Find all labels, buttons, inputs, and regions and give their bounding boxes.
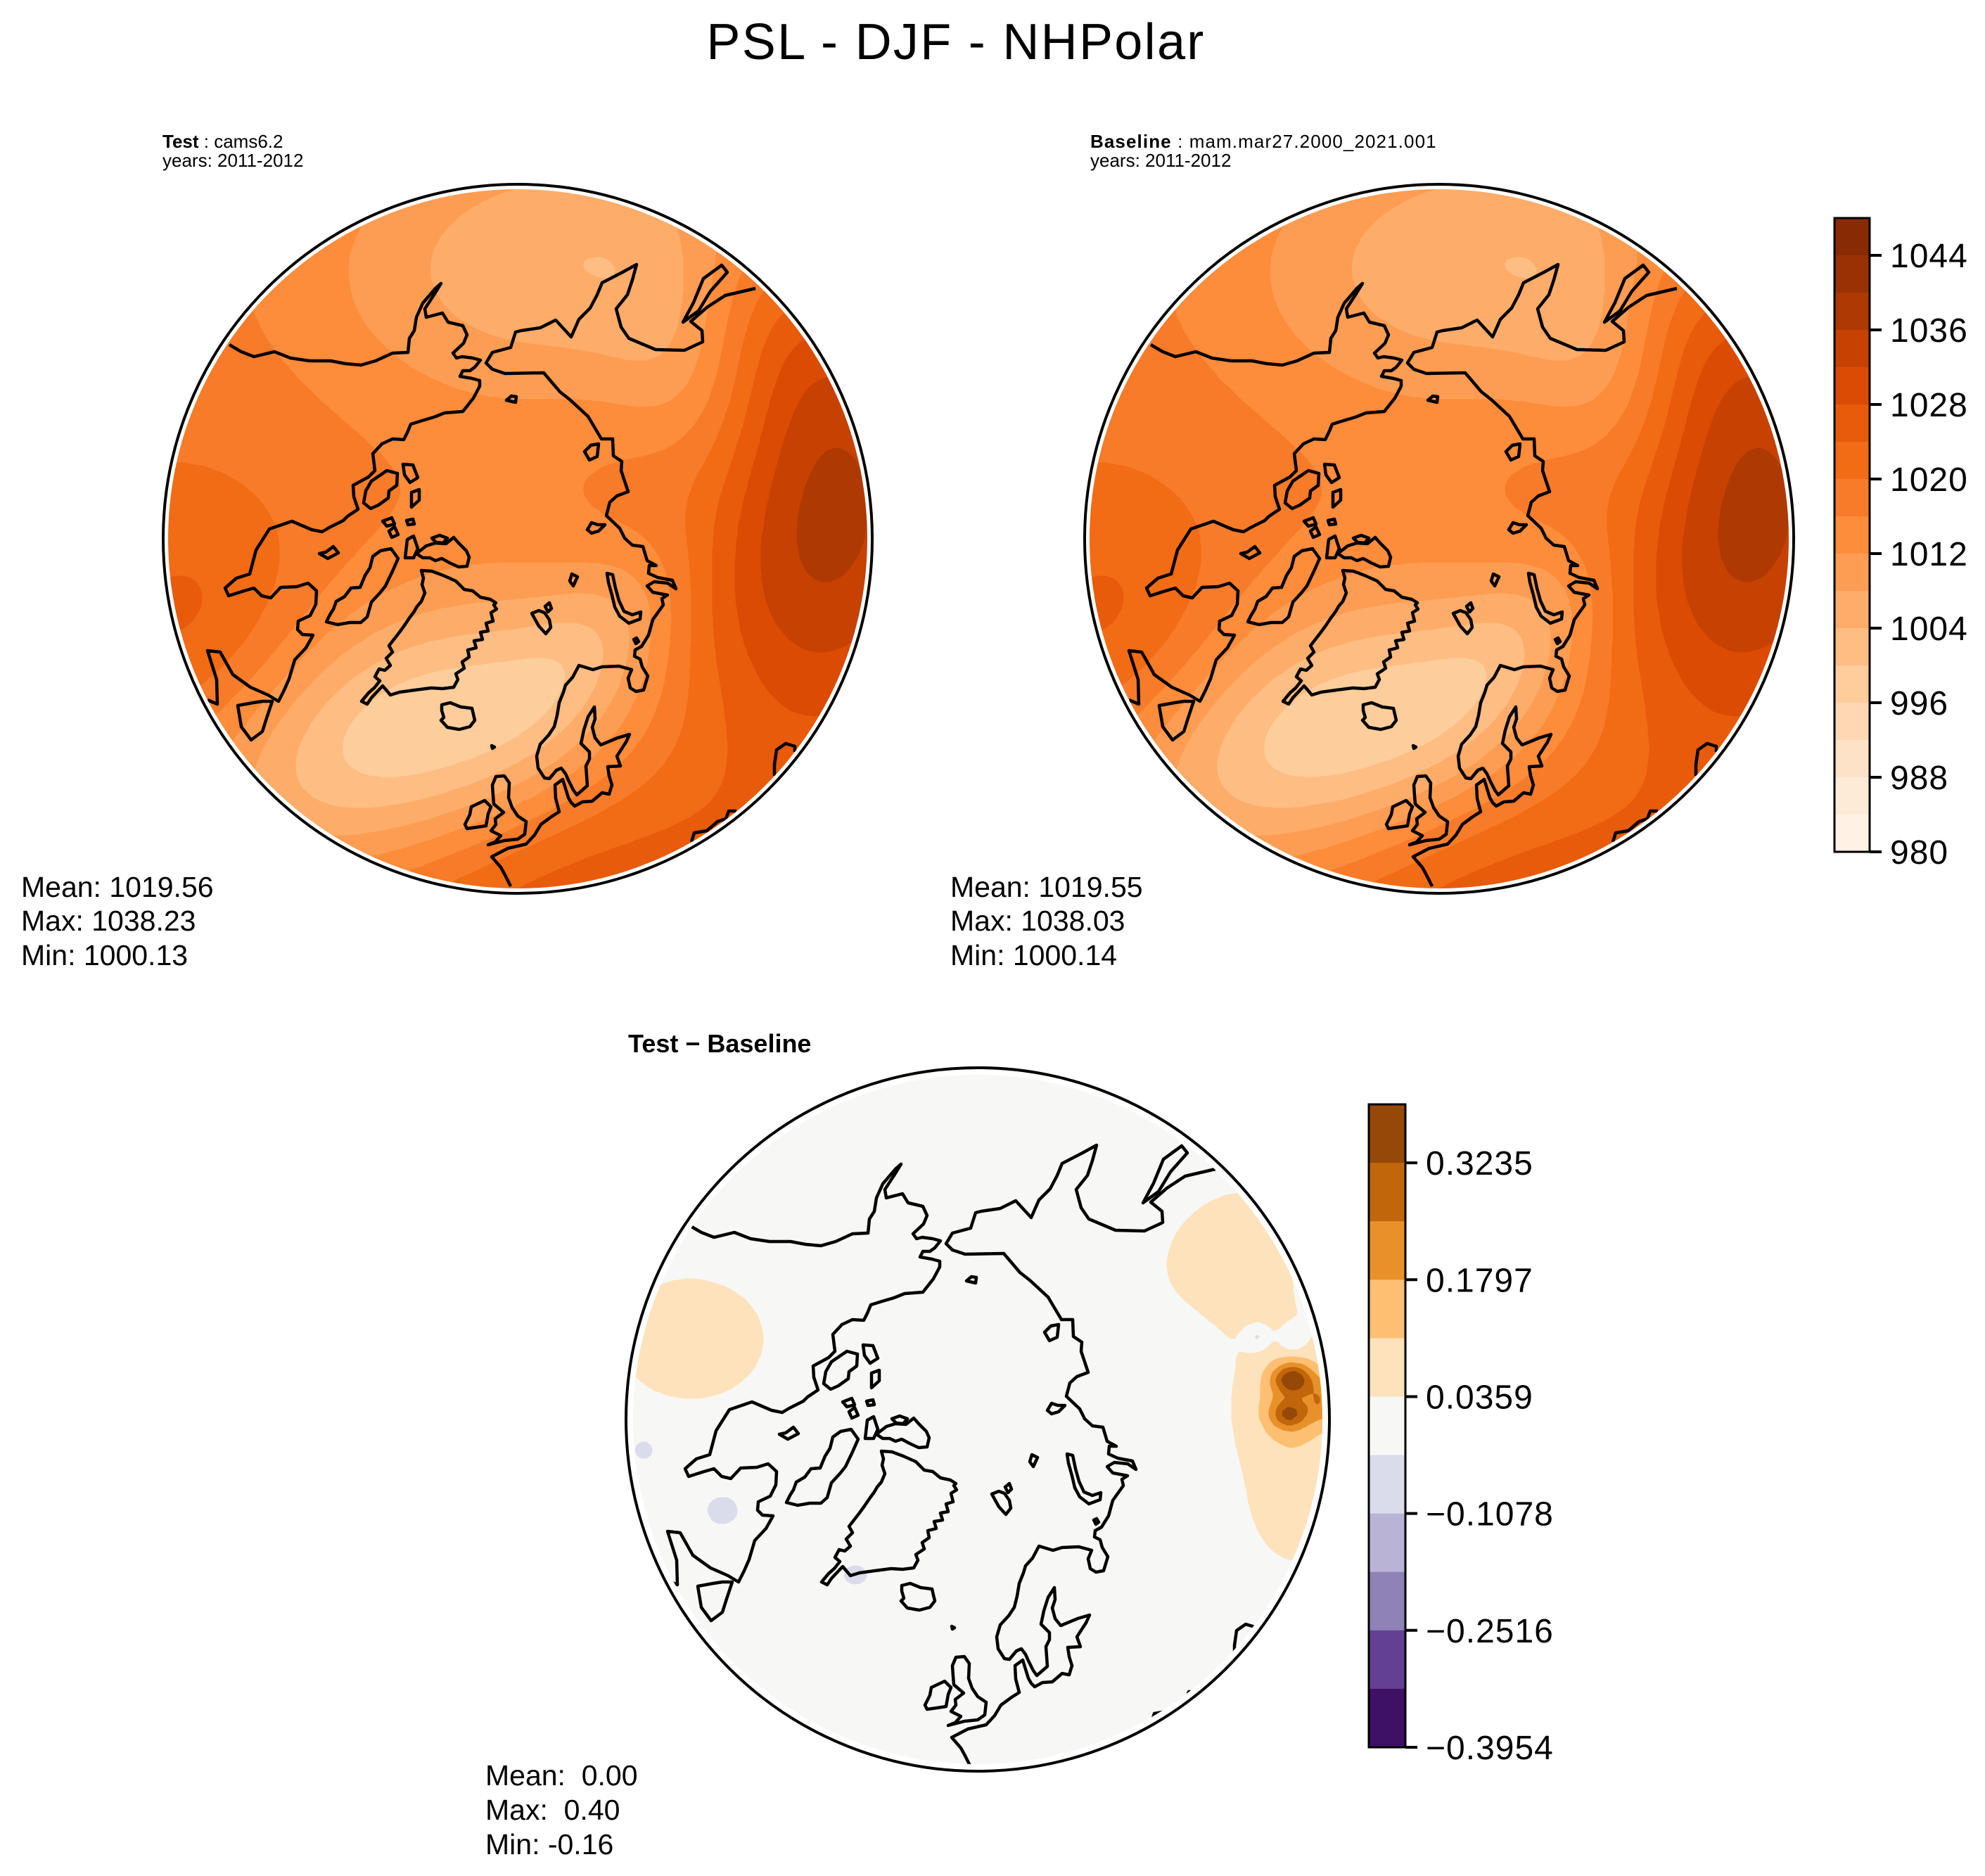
svg-text:1028: 1028 — [1890, 387, 1968, 424]
svg-text:Mean: 1019.55: Mean: 1019.55 — [950, 871, 1143, 903]
svg-text:1004: 1004 — [1890, 611, 1968, 648]
svg-text:Mean: 1019.56: Mean: 1019.56 — [21, 871, 214, 903]
svg-text:Min: 1000.13: Min: 1000.13 — [21, 939, 188, 971]
svg-text:1020: 1020 — [1890, 461, 1968, 499]
svg-text:years: 2011-2012: years: 2011-2012 — [162, 150, 303, 171]
svg-text:0.0359: 0.0359 — [1426, 1379, 1533, 1417]
svg-text:Mean: 0.00: Mean: 0.00 — [485, 1759, 638, 1792]
svg-text:PSL - DJF - NHPolar: PSL - DJF - NHPolar — [706, 14, 1205, 70]
svg-text:1012: 1012 — [1890, 536, 1968, 573]
svg-text:Max: 1038.23: Max: 1038.23 — [21, 905, 196, 937]
svg-text:0.1797: 0.1797 — [1426, 1262, 1533, 1299]
svg-text:Max: 1038.03: Max: 1038.03 — [950, 905, 1125, 937]
svg-text:−0.1078: −0.1078 — [1426, 1496, 1554, 1533]
svg-text:−0.2516: −0.2516 — [1426, 1613, 1554, 1650]
svg-text:1044: 1044 — [1890, 238, 1968, 275]
svg-text:Min: 1000.14: Min: 1000.14 — [950, 939, 1117, 971]
svg-text:−0.3954: −0.3954 — [1426, 1730, 1554, 1767]
svg-text:years: 2011-2012: years: 2011-2012 — [1090, 150, 1231, 171]
svg-text:980: 980 — [1890, 834, 1948, 872]
svg-text:Baseline : mam.mar27.2000_2021: Baseline : mam.mar27.2000_2021.001 — [1090, 131, 1437, 152]
svg-text:1036: 1036 — [1890, 312, 1968, 350]
svg-text:Test : cams6.2: Test : cams6.2 — [162, 131, 283, 152]
svg-text:0.3235: 0.3235 — [1426, 1145, 1533, 1182]
svg-text:Min: -0.16: Min: -0.16 — [485, 1828, 613, 1861]
svg-text:996: 996 — [1890, 685, 1948, 722]
svg-text:Test − Baseline: Test − Baseline — [628, 1029, 811, 1058]
svg-text:Max: 0.40: Max: 0.40 — [485, 1794, 620, 1826]
svg-text:988: 988 — [1890, 760, 1948, 797]
